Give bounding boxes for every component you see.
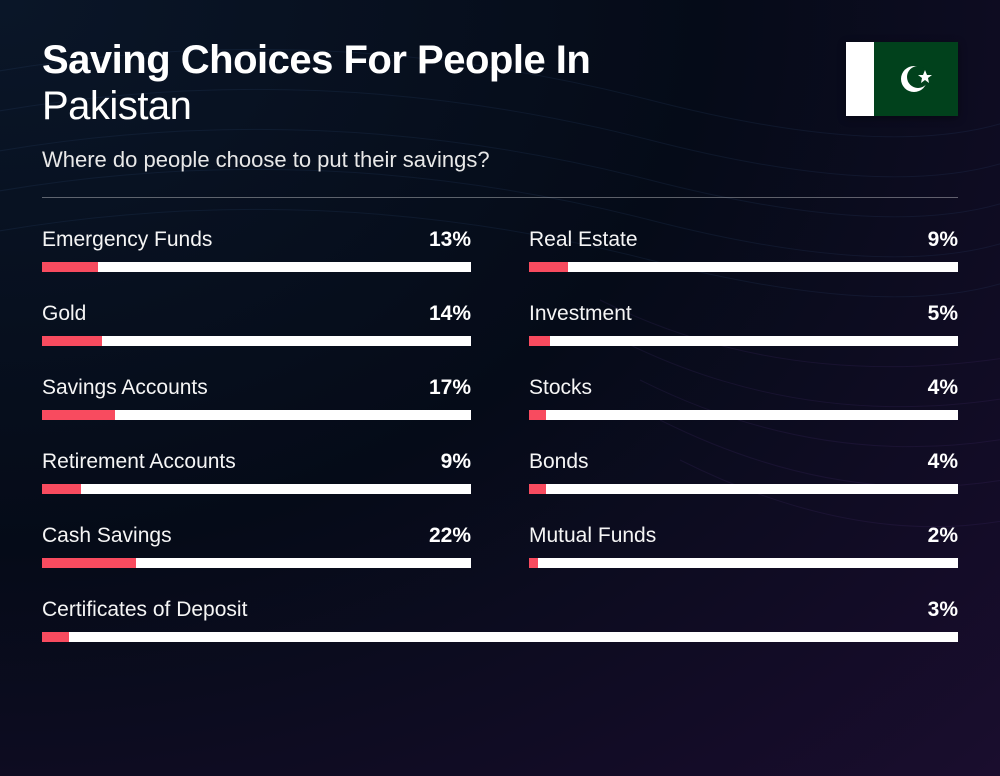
bar-track bbox=[529, 410, 958, 420]
bar-value: 9% bbox=[441, 450, 471, 474]
bar-item: Real Estate 9% bbox=[529, 228, 958, 272]
bar-chart-grid: Emergency Funds 13% Real Estate 9% Gold … bbox=[42, 228, 958, 642]
bar-label: Bonds bbox=[529, 450, 589, 474]
bar-item: Retirement Accounts 9% bbox=[42, 450, 471, 494]
bar-item: Emergency Funds 13% bbox=[42, 228, 471, 272]
bar-label: Stocks bbox=[529, 376, 592, 400]
bar-fill bbox=[42, 336, 102, 346]
bar-track bbox=[42, 262, 471, 272]
bar-label: Certificates of Deposit bbox=[42, 598, 247, 622]
bar-value: 14% bbox=[429, 302, 471, 326]
bar-value: 22% bbox=[429, 524, 471, 548]
bar-item: Mutual Funds 2% bbox=[529, 524, 958, 568]
pakistan-flag-icon bbox=[846, 42, 958, 116]
bar-fill bbox=[42, 410, 115, 420]
bar-value: 17% bbox=[429, 376, 471, 400]
bar-label: Investment bbox=[529, 302, 632, 326]
bar-track bbox=[42, 632, 958, 642]
bar-label: Mutual Funds bbox=[529, 524, 656, 548]
bar-label: Emergency Funds bbox=[42, 228, 212, 252]
bar-fill bbox=[529, 336, 550, 346]
bar-track bbox=[529, 558, 958, 568]
bar-item: Bonds 4% bbox=[529, 450, 958, 494]
bar-fill bbox=[42, 484, 81, 494]
bar-track bbox=[42, 484, 471, 494]
bar-item: Stocks 4% bbox=[529, 376, 958, 420]
subtitle: Where do people choose to put their savi… bbox=[42, 147, 958, 173]
title-line-2: Pakistan bbox=[42, 84, 958, 129]
bar-track bbox=[42, 410, 471, 420]
bar-item: Savings Accounts 17% bbox=[42, 376, 471, 420]
divider bbox=[42, 197, 958, 198]
bar-value: 2% bbox=[928, 524, 958, 548]
bar-item: Cash Savings 22% bbox=[42, 524, 471, 568]
header: Saving Choices For People In Pakistan Wh… bbox=[42, 38, 958, 173]
bar-fill bbox=[42, 558, 136, 568]
bar-fill bbox=[529, 484, 546, 494]
bar-label: Cash Savings bbox=[42, 524, 172, 548]
bar-track bbox=[529, 262, 958, 272]
bar-label: Savings Accounts bbox=[42, 376, 208, 400]
bar-fill bbox=[529, 410, 546, 420]
bar-track bbox=[529, 484, 958, 494]
bar-track bbox=[529, 336, 958, 346]
bar-fill bbox=[529, 262, 568, 272]
bar-value: 9% bbox=[928, 228, 958, 252]
bar-item: Certificates of Deposit 3% bbox=[42, 598, 958, 642]
bar-fill bbox=[529, 558, 538, 568]
bar-value: 13% bbox=[429, 228, 471, 252]
bar-track bbox=[42, 336, 471, 346]
title-line-1: Saving Choices For People In bbox=[42, 38, 958, 82]
bar-label: Real Estate bbox=[529, 228, 638, 252]
bar-label: Gold bbox=[42, 302, 86, 326]
bar-fill bbox=[42, 632, 69, 642]
bar-fill bbox=[42, 262, 98, 272]
bar-value: 5% bbox=[928, 302, 958, 326]
bar-item: Gold 14% bbox=[42, 302, 471, 346]
bar-value: 3% bbox=[928, 598, 958, 622]
bar-value: 4% bbox=[928, 376, 958, 400]
bar-value: 4% bbox=[928, 450, 958, 474]
bar-track bbox=[42, 558, 471, 568]
bar-label: Retirement Accounts bbox=[42, 450, 236, 474]
bar-item: Investment 5% bbox=[529, 302, 958, 346]
